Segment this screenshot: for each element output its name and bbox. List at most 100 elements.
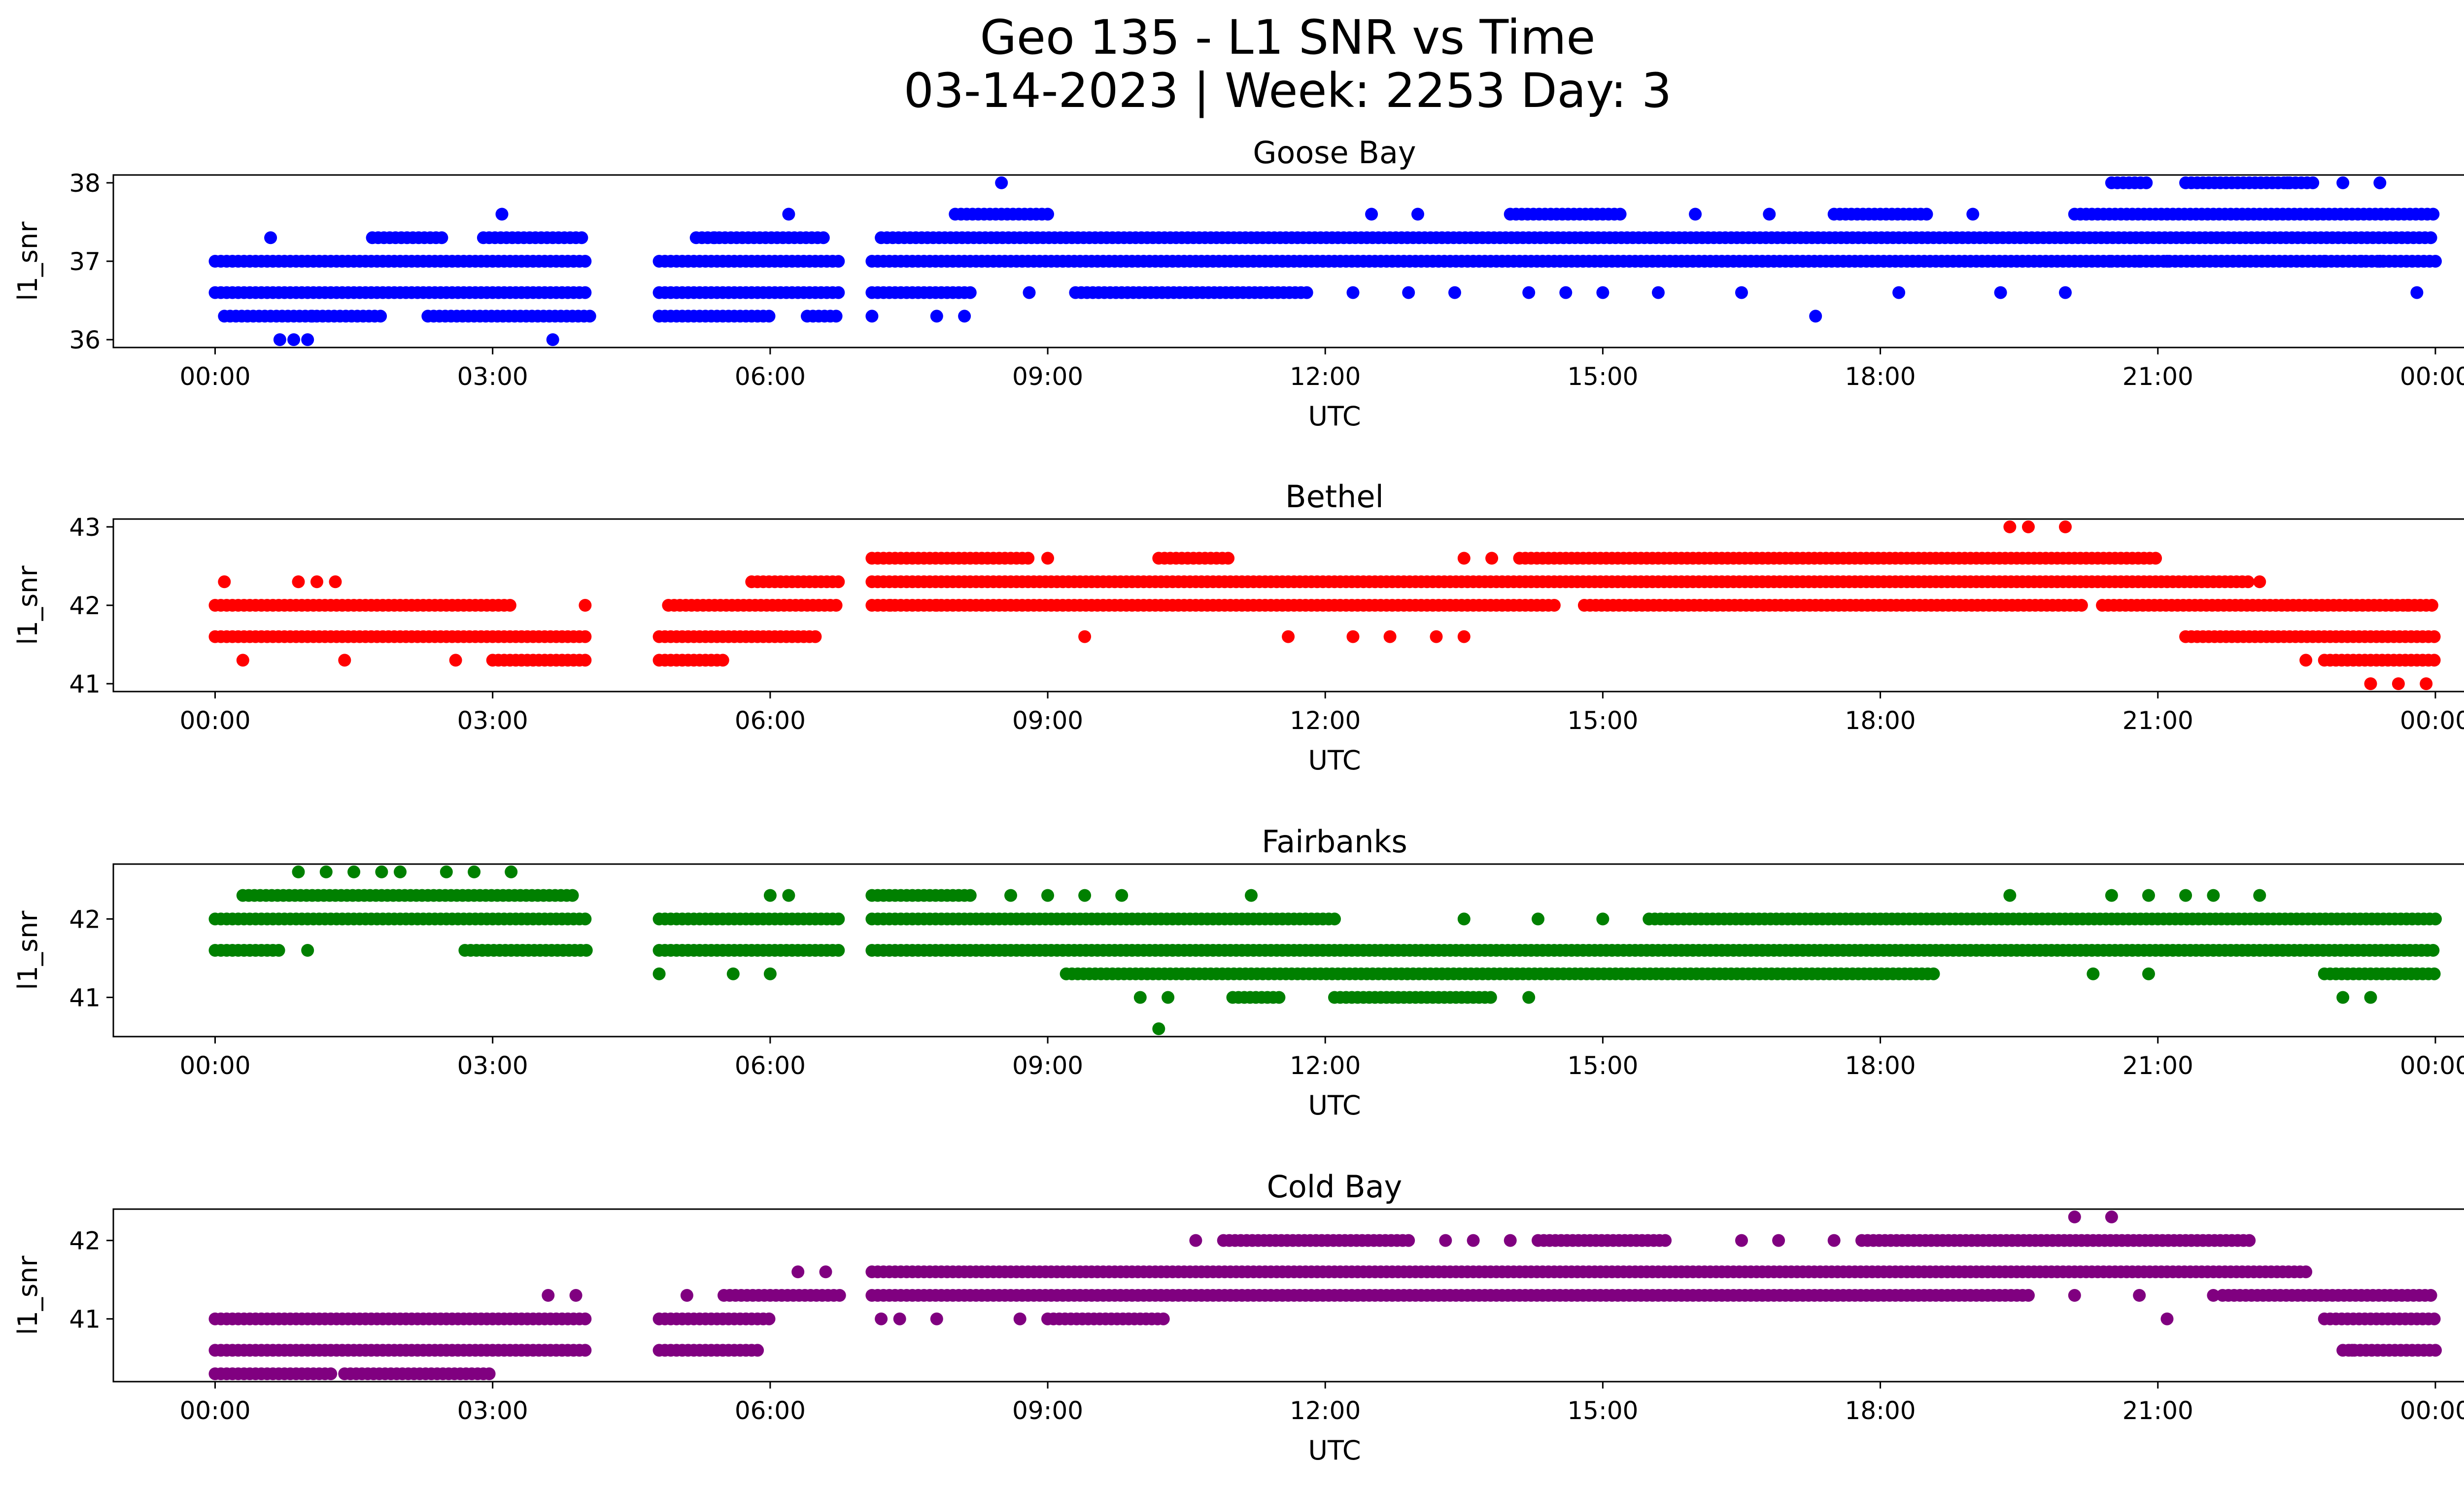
data-point <box>324 1367 338 1381</box>
data-point <box>2364 677 2377 691</box>
panel-title: Goose Bay <box>1253 135 1416 171</box>
data-point <box>1041 889 1054 902</box>
data-point <box>319 865 333 878</box>
axes-frame <box>112 1208 2464 1383</box>
data-point <box>2142 889 2155 902</box>
data-point <box>2429 255 2442 268</box>
x-axis-label: UTC <box>1308 1435 1361 1466</box>
data-point <box>763 889 777 902</box>
data-point <box>1157 1312 1170 1325</box>
data-point <box>2299 1265 2313 1279</box>
x-axis-label: UTC <box>1308 745 1361 776</box>
data-point <box>273 333 286 347</box>
data-point <box>2428 630 2441 643</box>
x-tick-label: 12:00 <box>1290 1051 1361 1080</box>
data-point <box>1023 286 1036 299</box>
data-point <box>2425 599 2438 612</box>
data-point <box>292 865 305 878</box>
panel-0: Goose Bay 36 37 38 00:00 03:00 06:00 09:00 12:00… <box>12 135 2464 432</box>
y-tick-label: 43 <box>69 513 101 542</box>
data-markers <box>208 865 2442 1036</box>
data-point <box>829 599 843 612</box>
y-tick-label: 36 <box>69 326 101 354</box>
figure-title-line1: Geo 135 - L1 SNR vs Time <box>980 10 1596 65</box>
data-point <box>829 310 843 323</box>
data-point <box>1041 208 1054 221</box>
data-point <box>782 889 795 902</box>
data-point <box>1827 1234 1841 1247</box>
y-tick-label: 41 <box>69 1305 101 1334</box>
data-point <box>2207 1289 2220 1302</box>
data-point <box>2179 889 2192 902</box>
data-point <box>762 310 776 323</box>
x-tick-label: 21:00 <box>2122 706 2193 735</box>
data-point <box>2133 1289 2146 1302</box>
data-point <box>1365 208 1378 221</box>
data-point <box>2428 1312 2441 1325</box>
data-point <box>503 599 516 612</box>
data-point <box>2336 991 2350 1004</box>
data-point <box>449 654 462 667</box>
y-axis-label: l1_snr <box>12 221 43 301</box>
data-point <box>1484 991 1497 1004</box>
data-point <box>930 1312 943 1325</box>
x-tick-label: 03:00 <box>457 1051 528 1080</box>
data-point <box>301 944 314 957</box>
data-point <box>579 1312 592 1325</box>
data-point <box>832 286 845 299</box>
data-point <box>2133 255 2146 268</box>
data-point <box>2105 1210 2118 1223</box>
x-tick-label: 15:00 <box>1567 362 1638 391</box>
data-point <box>832 575 845 589</box>
data-point <box>440 865 453 878</box>
x-tick-label: 00:00 <box>2400 1396 2464 1425</box>
data-point <box>832 255 845 268</box>
data-point <box>580 944 593 957</box>
data-point <box>1245 889 1258 902</box>
data-point <box>995 176 1008 189</box>
data-point <box>1402 286 1415 299</box>
data-point <box>1596 912 1609 926</box>
data-point <box>569 1289 582 1302</box>
data-point <box>1411 208 1424 221</box>
data-point <box>2140 176 2153 189</box>
data-point <box>2160 1312 2174 1325</box>
data-point <box>1735 1234 1748 1247</box>
x-tick-label: 18:00 <box>1845 1051 1916 1080</box>
data-point <box>782 208 795 221</box>
data-point <box>1763 208 1776 221</box>
data-point <box>2427 208 2440 221</box>
data-point <box>2401 599 2414 612</box>
data-point <box>579 1344 592 1357</box>
data-point <box>2392 677 2405 691</box>
data-markers <box>208 176 2442 347</box>
data-point <box>2429 912 2442 926</box>
x-axis-label: UTC <box>1308 401 1361 432</box>
data-point <box>763 967 777 980</box>
data-point <box>1892 286 1906 299</box>
x-tick-label: 12:00 <box>1290 706 1361 735</box>
data-point <box>2355 255 2368 268</box>
data-point <box>1346 286 1360 299</box>
data-point <box>2003 520 2017 533</box>
data-point <box>1004 889 1017 902</box>
data-point <box>2429 1344 2442 1357</box>
data-point <box>579 286 592 299</box>
data-point <box>1927 967 1940 980</box>
data-point <box>930 310 943 323</box>
data-point <box>306 310 319 323</box>
data-point <box>566 889 579 902</box>
panel-title: Fairbanks <box>1262 824 1407 860</box>
x-tick-label: 18:00 <box>1845 706 1916 735</box>
y-axis-label: l1_snr <box>12 1255 43 1335</box>
data-point <box>1078 889 1092 902</box>
x-tick-label: 00:00 <box>179 1396 250 1425</box>
data-point <box>2428 967 2441 980</box>
x-axis-label: UTC <box>1308 1090 1361 1121</box>
data-point <box>394 865 407 878</box>
data-point <box>1282 630 1295 643</box>
data-point <box>579 912 592 926</box>
data-point <box>374 310 387 323</box>
data-point <box>1652 286 1665 299</box>
